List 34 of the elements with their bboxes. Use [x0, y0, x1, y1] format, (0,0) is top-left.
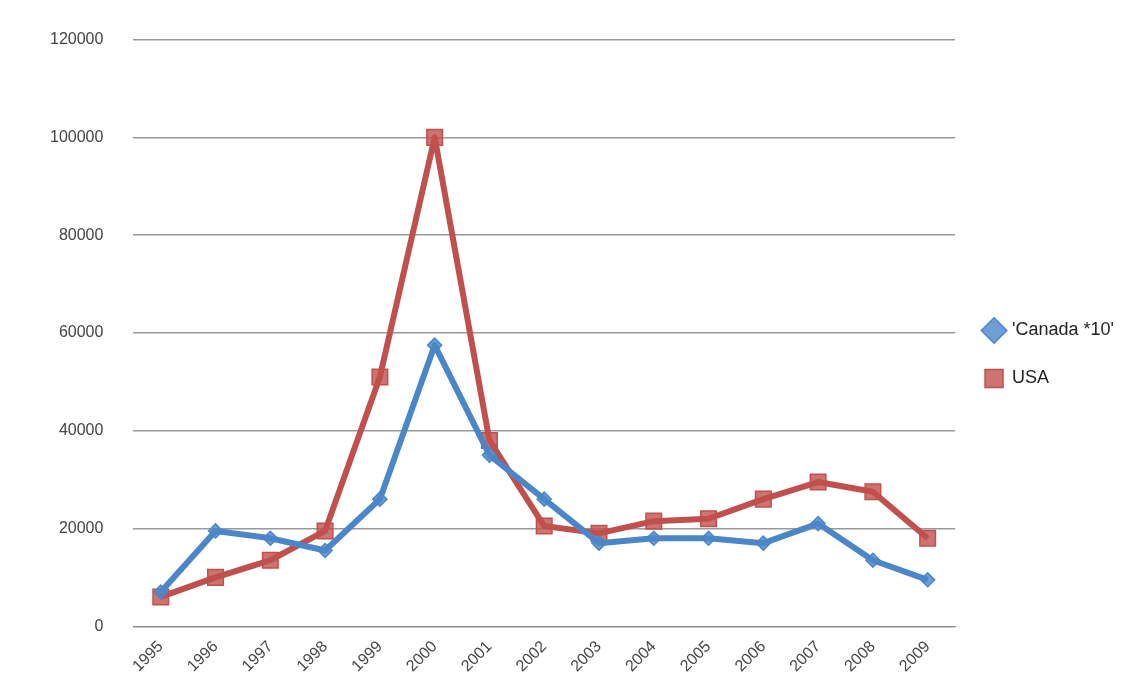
point: [317, 542, 333, 559]
point: [864, 483, 882, 501]
y-tick-label: 20000: [58, 518, 104, 536]
point: [754, 490, 772, 508]
point: [481, 447, 498, 463]
point: [316, 522, 334, 540]
point: [645, 512, 663, 530]
y-tick-label: 100000: [50, 127, 104, 145]
point: [536, 491, 552, 507]
point: [809, 473, 827, 491]
point: [372, 491, 388, 507]
y-tick-label: 0: [94, 616, 104, 634]
point: [262, 530, 279, 547]
point: [426, 128, 444, 146]
point: [153, 584, 169, 600]
legend-label: 'Canada *10': [1012, 319, 1114, 340]
point: [700, 510, 718, 528]
point: [535, 517, 553, 535]
y-tick-label: 80000: [58, 225, 104, 243]
point: [810, 515, 826, 532]
point: [371, 368, 389, 386]
legend-label: USA: [1012, 367, 1050, 388]
point: [261, 551, 279, 569]
point: [591, 535, 607, 551]
point: [755, 535, 772, 551]
point: [207, 523, 224, 539]
y-tick-label: 40000: [58, 421, 104, 439]
point: [865, 552, 881, 569]
point: [919, 529, 937, 547]
y-tick-label: 120000: [50, 30, 104, 48]
point: [207, 568, 225, 586]
point: [919, 572, 936, 588]
point: [646, 530, 662, 547]
y-tick-label: 60000: [58, 323, 104, 341]
